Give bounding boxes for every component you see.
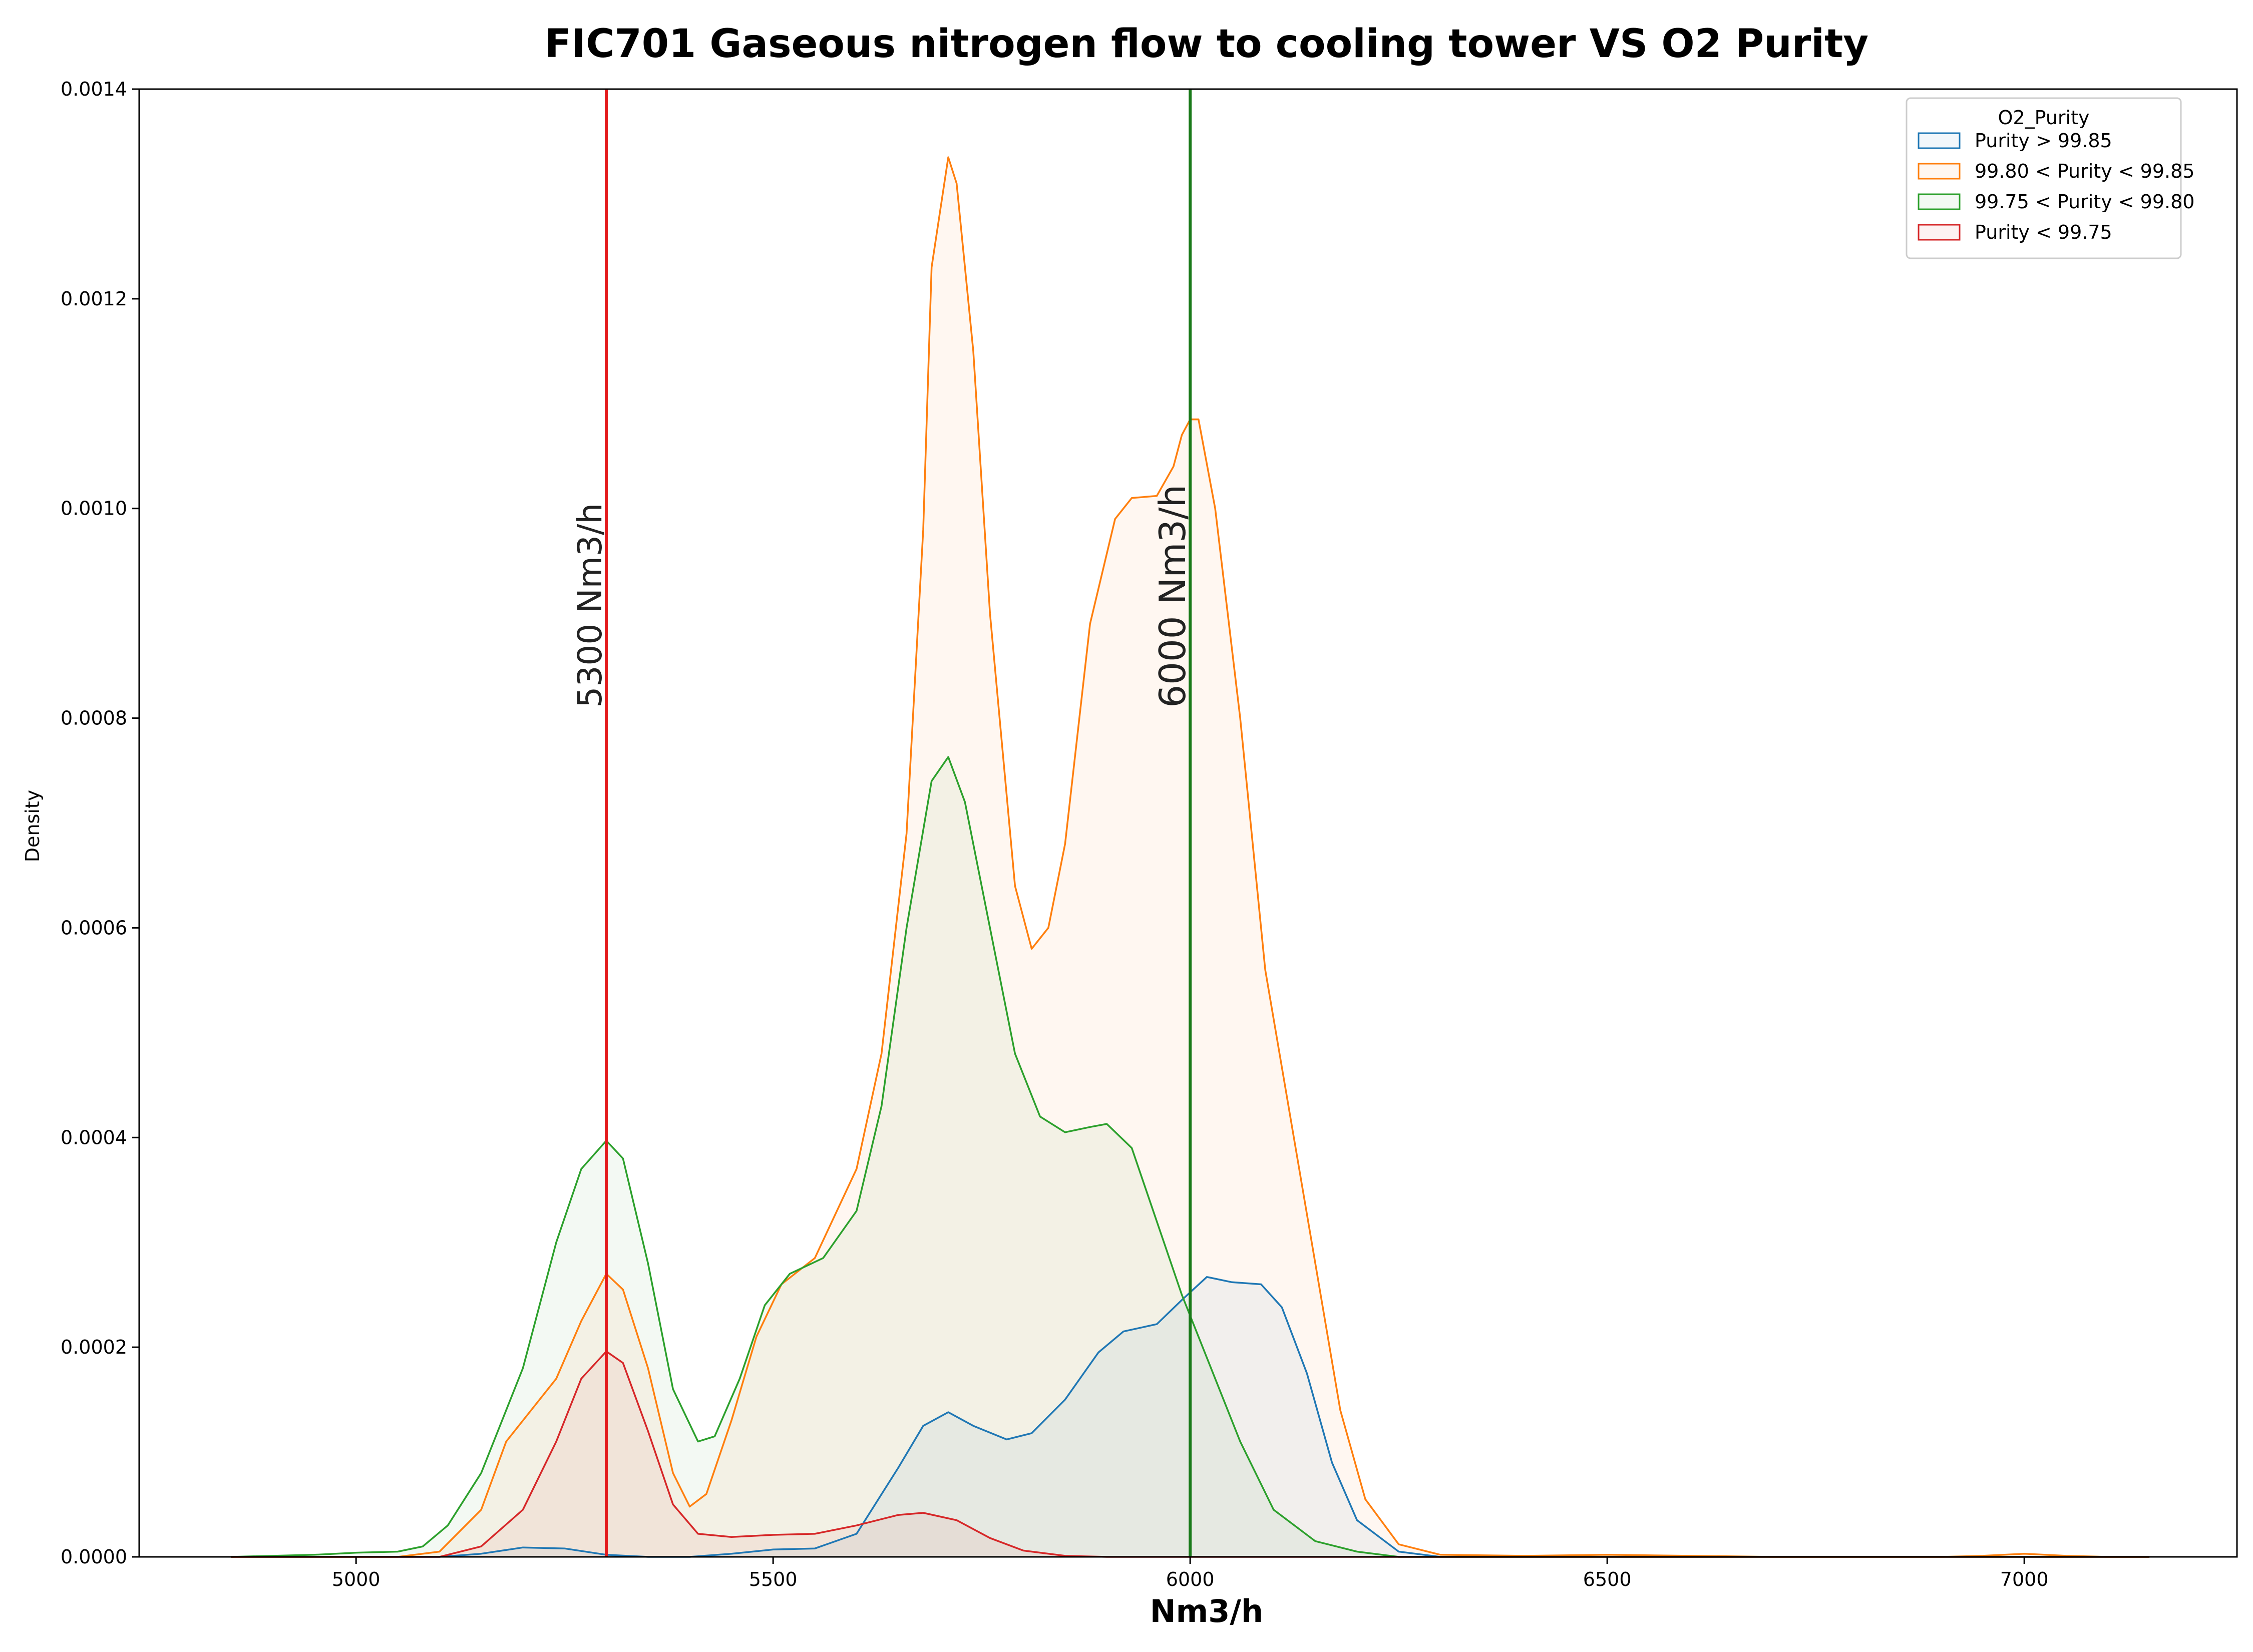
x-tick-label: 6000 [1166, 1568, 1215, 1590]
y-tick-label: 0.0012 [61, 288, 127, 310]
legend-box [1906, 97, 2182, 259]
legend-label: 99.75 < Purity < 99.80 [1975, 191, 2194, 213]
x-tick-label: 5000 [332, 1568, 381, 1590]
plot-frame [138, 88, 2238, 1558]
x-tick-label: 5500 [749, 1568, 798, 1590]
x-tick-label: 6500 [1583, 1568, 1632, 1590]
density-lines [231, 156, 2150, 1558]
density-line-series-3 [231, 756, 2150, 1558]
reference-line-label-5300: 5300 Nm3/h [571, 503, 609, 708]
legend: O2_Purity Purity > 99.85 99.80 < Purity <… [1906, 97, 2194, 259]
reference-line-label-6000: 6000 Nm3/h [1152, 485, 1194, 708]
y-tick-label: 0.0006 [61, 917, 127, 939]
legend-swatch [1918, 193, 1961, 210]
density-line-series-4 [231, 1350, 2150, 1558]
y-tick-label: 0.0010 [61, 498, 127, 520]
reference-lines [604, 89, 1192, 1557]
y-axis: 0.0000 0.0002 0.0004 0.0006 0.0008 0.0010 0.00… [61, 78, 139, 1568]
y-tick-label: 0.0014 [61, 78, 127, 100]
x-tick-label: 7000 [2000, 1568, 2049, 1590]
x-axis-label: Nm3/h [1150, 1593, 1263, 1629]
reference-labels: 5300 Nm3/h 6000 Nm3/h [571, 485, 1194, 708]
legend-items: Purity > 99.85 99.80 < Purity < 99.85 99.7… [1918, 130, 2194, 243]
y-axis-label: Density [22, 790, 44, 862]
y-tick-label: 0.0000 [61, 1546, 127, 1568]
density-line-series-2 [231, 156, 2150, 1558]
y-tick-label: 0.0002 [61, 1336, 127, 1358]
y-tick-label: 0.0004 [61, 1126, 127, 1148]
chart-title: FIC701 Gaseous nitrogen flow to cooling … [545, 22, 1868, 67]
y-tick-label: 0.0008 [61, 707, 127, 729]
legend-label: Purity < 99.75 [1975, 221, 2112, 243]
legend-swatch [1918, 163, 1961, 180]
density-area-series-4 [231, 1351, 2150, 1557]
legend-title: O2_Purity [1998, 107, 2090, 129]
x-axis: 5000 5500 6000 6500 7000 [332, 1557, 2049, 1590]
density-line-series-1 [231, 1276, 2150, 1558]
legend-swatch [1918, 224, 1961, 241]
legend-label: 99.80 < Purity < 99.85 [1975, 160, 2194, 182]
legend-label: Purity > 99.85 [1975, 130, 2112, 152]
legend-swatch [1918, 132, 1961, 149]
